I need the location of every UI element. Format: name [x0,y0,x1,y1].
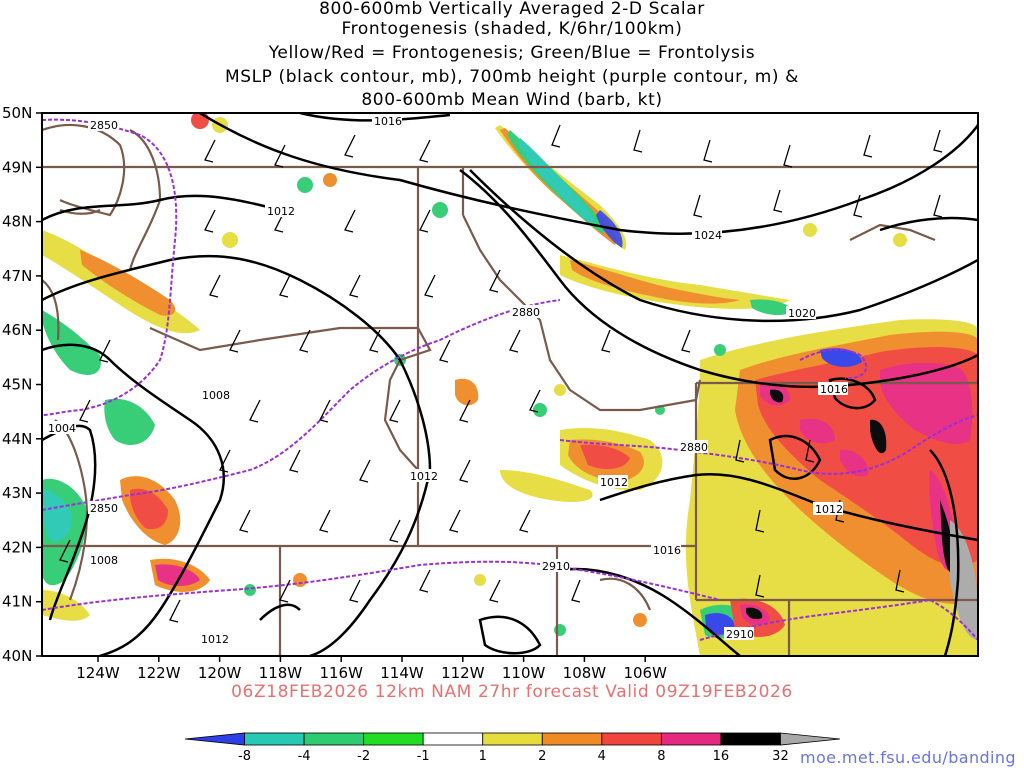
lon-tick-label: 124W [76,664,120,682]
mslp-label: 1012 [410,470,438,483]
title-line-3: Yellow/Red = Frontogenesis; Green/Blue =… [268,43,756,63]
mslp-label: 1024 [694,229,722,242]
lat-tick-label: 46N [2,321,32,339]
colorbar-label: 8 [657,749,665,764]
source-url: moe.met.fsu.edu/banding [799,748,1016,767]
title-line-4: MSLP (black contour, mb), 700mb height (… [224,67,800,87]
height-label: 2880 [512,306,540,319]
lat-tick-label: 40N [2,647,32,665]
colorbar-swatch [601,732,662,746]
height-contours [42,118,978,641]
colorbar-swatch [720,732,781,746]
lat-tick-label: 44N [2,430,32,448]
title-line-1: 800-600mb Vertically Averaged 2-D Scalar [319,0,705,19]
lat-tick-label: 49N [2,158,32,176]
colorbar-label: -1 [417,749,430,764]
lat-tick-label: 45N [2,376,32,394]
lat-tick-label: 47N [2,267,32,285]
colorbar-swatch [482,732,543,746]
lon-tick-label: 116W [319,664,363,682]
colorbar-swatch [363,732,424,746]
wind-barbs [59,124,943,623]
colorbar-label: 1 [479,749,487,764]
colorbar-swatch [780,732,841,746]
height-label: 2850 [90,119,118,132]
lon-tick-label: 118W [259,664,303,682]
height-label: 2910 [726,628,754,641]
mslp-label: 1016 [374,115,402,128]
lat-tick-label: 50N [2,104,32,122]
colorbar-label: 32 [772,749,789,764]
mslp-label: 1012 [267,205,295,218]
lon-tick-label: 114W [380,664,424,682]
title-line-2: Frontogenesis (shaded, K/6hr/100km) [341,19,683,39]
longitude-axis: 124W 122W 120W 118W 116W 114W 112W 110W 108W 106W [76,656,667,682]
mslp-label: 1012 [600,476,628,489]
map-content: 1016 1012 1024 1020 1008 1004 1012 1016 … [42,113,978,656]
lat-tick-label: 41N [2,593,32,611]
contour-labels: 1016 1012 1024 1020 1008 1004 1012 1016 … [46,114,848,646]
mslp-contours [42,113,978,656]
lat-tick-label: 48N [2,213,32,231]
frontogenesis-shading [42,113,978,656]
colorbar-swatch [422,732,484,746]
mslp-label: 1016 [820,383,848,396]
mslp-label: 1004 [48,422,76,435]
mslp-label: 1008 [90,554,118,567]
colorbar-swatch [541,732,603,746]
lon-tick-label: 112W [441,664,485,682]
colorbar-label: -4 [298,749,311,764]
lon-tick-label: 110W [502,664,546,682]
colorbar-swatch [244,732,305,746]
lon-tick-label: 122W [137,664,181,682]
height-label: 2880 [680,441,708,454]
mslp-label: 1012 [201,633,229,646]
colorbar-label: 16 [713,749,730,764]
lon-tick-label: 106W [623,664,667,682]
colorbar-label: -2 [357,749,370,764]
mslp-label: 1016 [653,544,681,557]
colorbar-label: 4 [598,749,606,764]
title-line-5: 800-600mb Mean Wind (barb, kt) [361,90,663,110]
colorbar-swatch [660,732,722,746]
lat-tick-label: 42N [2,538,32,556]
lon-tick-label: 120W [198,664,242,682]
colorbar-swatch [303,732,365,746]
colorbar-swatch [184,732,245,746]
lat-tick-label: 43N [2,484,32,502]
forecast-valid-line: 06Z18FEB2026 12km NAM 27hr forecast Vali… [231,682,793,702]
lon-tick-label: 108W [563,664,607,682]
height-label: 2850 [90,502,118,515]
mslp-label: 1008 [202,389,230,402]
latitude-axis: 50N 49N 48N 47N 46N 45N 44N 43N 42N 41N 40N [2,104,42,665]
colorbar-label: 2 [538,749,546,764]
mslp-label: 1020 [788,307,816,320]
colorbar-label: -8 [238,749,251,764]
mslp-label: 1012 [815,503,843,516]
height-label: 2910 [542,560,570,573]
